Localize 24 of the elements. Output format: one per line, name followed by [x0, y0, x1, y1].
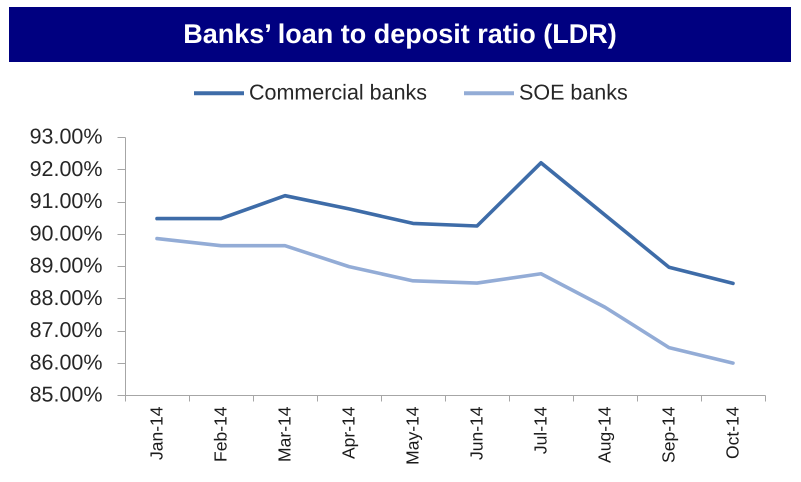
y-tick-label: 87.00% — [30, 318, 102, 342]
y-tick-label: 91.00% — [30, 189, 102, 213]
y-tick-label: 90.00% — [30, 221, 102, 246]
x-tick-label: Jan-14 — [146, 406, 166, 460]
line-series — [155, 161, 735, 286]
legend-label: SOE banks — [519, 80, 628, 104]
y-tick-label: 86.00% — [30, 350, 102, 374]
x-tick-label: Oct-14 — [722, 406, 742, 460]
y-tick-label: 92.00% — [30, 156, 102, 181]
y-tick-label: 89.00% — [30, 254, 102, 278]
x-tick-label: Aug-14 — [594, 406, 614, 463]
y-tick-label: 85.00% — [30, 382, 102, 406]
chart-title: Banks’ loan to deposit ratio (LDR) — [9, 7, 791, 62]
y-tick-label: 88.00% — [30, 286, 102, 310]
x-tick-label: Jul-14 — [530, 406, 550, 454]
x-tick-label: Apr-14 — [338, 406, 358, 460]
y-tick-label: 93.00% — [30, 124, 102, 148]
legend-label: Commercial banks — [249, 80, 428, 104]
x-tick-label: Jun-14 — [466, 406, 486, 460]
x-tick-label: Mar-14 — [274, 406, 294, 462]
x-tick-label: Feb-14 — [210, 406, 230, 462]
x-tick-label: May-14 — [402, 406, 422, 465]
line-series — [155, 236, 735, 365]
x-tick-label: Sep-14 — [658, 406, 678, 463]
